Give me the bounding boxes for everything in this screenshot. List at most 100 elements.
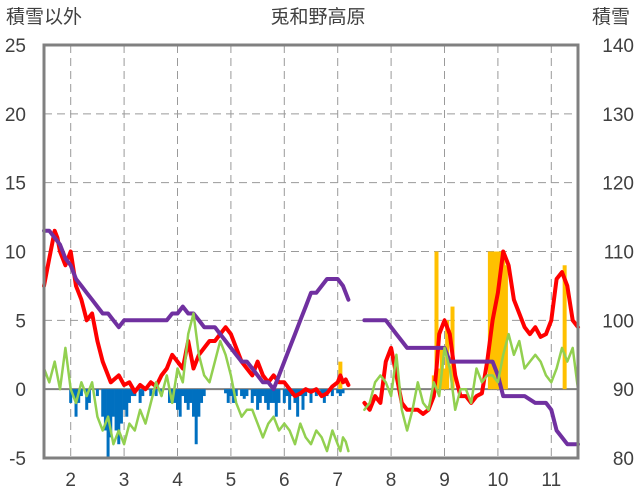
bar-orange-15 bbox=[562, 265, 567, 390]
bar-blue-24 bbox=[154, 389, 158, 397]
bar-blue-31 bbox=[181, 389, 185, 397]
x-tick-label-4: 6 bbox=[279, 470, 290, 491]
series-lines bbox=[42, 228, 580, 453]
bar-blue-30 bbox=[178, 389, 182, 417]
bar-blue-41 bbox=[226, 389, 230, 403]
bar-blue-58 bbox=[277, 389, 281, 403]
series-line-red-0 bbox=[42, 228, 351, 399]
bar-blue-42 bbox=[229, 389, 233, 397]
bar-blue-50 bbox=[256, 389, 260, 410]
x-tick-label-2: 4 bbox=[172, 470, 183, 491]
bar-blue-1 bbox=[71, 389, 75, 397]
left-axis-label: 積雪以外 bbox=[6, 6, 82, 28]
right-tick-label-5: 130 bbox=[602, 105, 634, 126]
bar-blue-5 bbox=[85, 389, 89, 410]
left-tick-label-3: 10 bbox=[5, 243, 26, 264]
bar-blue-23 bbox=[149, 389, 153, 397]
right-tick-label-6: 140 bbox=[602, 36, 634, 57]
right-tick-label-0: 80 bbox=[613, 449, 634, 470]
bar-orange-11 bbox=[495, 251, 500, 390]
bar-orange-5 bbox=[442, 368, 447, 390]
series-line-green-5 bbox=[363, 332, 580, 432]
bar-blue-12 bbox=[111, 389, 115, 417]
right-tick-label-1: 90 bbox=[613, 380, 634, 401]
x-tick-label-3: 5 bbox=[226, 470, 237, 491]
bar-blue-60 bbox=[285, 389, 289, 397]
bar-blue-6 bbox=[87, 389, 91, 403]
left-tick-label-1: 0 bbox=[15, 380, 26, 401]
bar-blue-0 bbox=[69, 389, 73, 403]
bar-blue-38 bbox=[200, 389, 204, 403]
right-tick-label-3: 110 bbox=[604, 243, 634, 264]
bar-blue-17 bbox=[125, 389, 129, 417]
bar-blue-74 bbox=[336, 389, 340, 394]
bar-blue-66 bbox=[301, 389, 305, 410]
bar-blue-57 bbox=[274, 389, 278, 417]
series-line-green-4 bbox=[42, 312, 350, 453]
bar-blue-33 bbox=[186, 389, 190, 410]
bar-blue-46 bbox=[242, 389, 246, 399]
bar-blue-22 bbox=[141, 389, 145, 397]
bar-blue-67 bbox=[304, 389, 308, 397]
bar-blue-7 bbox=[95, 389, 99, 397]
right-axis-label: 積雪 bbox=[592, 6, 630, 28]
bar-blue-4 bbox=[79, 389, 83, 397]
bar-orange-3 bbox=[437, 368, 442, 390]
bar-blue-37 bbox=[197, 389, 201, 417]
bar-blue-68 bbox=[309, 389, 313, 403]
bar-orange-14 bbox=[503, 265, 508, 390]
bar-blue-59 bbox=[282, 389, 286, 403]
bar-blue-73 bbox=[330, 389, 334, 397]
right-tick-label-2: 100 bbox=[602, 311, 634, 332]
bar-blue-64 bbox=[296, 389, 300, 417]
bar-blue-51 bbox=[258, 389, 262, 403]
bar-blue-8 bbox=[101, 389, 105, 417]
tick-labels: -5 0 5 10 15 20 25 80 90 100 110 120 130 140 2 3 4 5 6 7 8 9 1… bbox=[5, 36, 634, 491]
bar-blue-56 bbox=[272, 389, 276, 403]
bar-blue-39 bbox=[202, 389, 206, 397]
bar-blue-9 bbox=[103, 389, 107, 431]
plot-frame bbox=[42, 43, 580, 460]
bar-blue-19 bbox=[130, 389, 134, 397]
x-tick-label-9: 11 bbox=[541, 470, 561, 491]
bar-orange-13 bbox=[501, 251, 506, 390]
chart-title: 兎和野高原 bbox=[270, 6, 365, 28]
bar-blue-10 bbox=[106, 389, 110, 458]
bar-blue-27 bbox=[170, 389, 174, 397]
bar-blue-54 bbox=[266, 389, 270, 410]
bar-blue-14 bbox=[117, 389, 121, 445]
bar-blue-55 bbox=[269, 389, 273, 403]
left-tick-label-6: 25 bbox=[5, 36, 26, 57]
bar-blue-32 bbox=[184, 389, 188, 403]
left-tick-label-0: -5 bbox=[9, 449, 26, 470]
x-tick-label-0: 2 bbox=[65, 470, 76, 491]
bar-blue-69 bbox=[314, 389, 318, 397]
bar-blue-26 bbox=[167, 389, 171, 403]
bar-blue-28 bbox=[173, 389, 177, 403]
bar-blue-45 bbox=[240, 389, 244, 397]
x-tick-label-6: 8 bbox=[386, 470, 397, 491]
bar-blue-13 bbox=[114, 389, 118, 431]
bar-blue-49 bbox=[253, 389, 257, 397]
left-tick-label-2: 5 bbox=[15, 311, 26, 332]
bar-blue-11 bbox=[109, 389, 113, 438]
x-tick-label-5: 7 bbox=[332, 470, 343, 491]
bar-blue-18 bbox=[127, 389, 131, 403]
bar-blue-21 bbox=[138, 389, 142, 403]
bar-blue-29 bbox=[176, 389, 179, 410]
bar-blue-15 bbox=[119, 389, 123, 424]
bar-orange-10 bbox=[493, 251, 498, 390]
bar-blue-47 bbox=[245, 389, 249, 397]
bar-blue-53 bbox=[264, 389, 268, 403]
bar-blue-34 bbox=[189, 389, 193, 403]
bar-blue-52 bbox=[261, 389, 265, 397]
bar-blue-75 bbox=[338, 389, 342, 397]
bar-blue-44 bbox=[234, 389, 238, 397]
bar-blue-35 bbox=[192, 389, 196, 417]
bar-orange-8 bbox=[487, 251, 492, 390]
left-tick-label-4: 15 bbox=[5, 174, 26, 195]
bar-blue-61 bbox=[288, 389, 292, 410]
right-tick-label-4: 120 bbox=[602, 174, 634, 195]
